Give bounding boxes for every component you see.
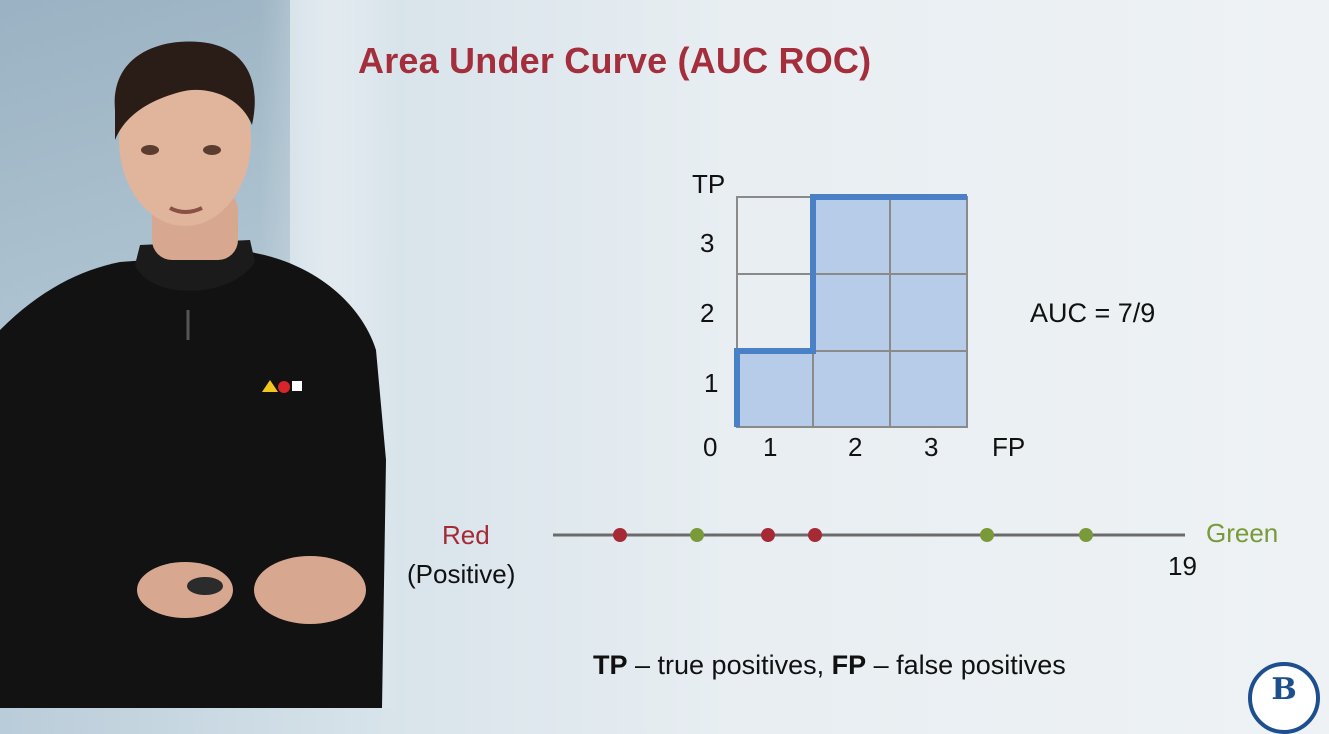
y-tick-2: 2 bbox=[700, 298, 714, 328]
presenter-image bbox=[0, 41, 386, 708]
red-point bbox=[613, 528, 627, 542]
x-tick-1: 1 bbox=[763, 432, 777, 462]
right-value-label: 19 bbox=[1168, 551, 1197, 581]
university-logo: В bbox=[1248, 662, 1320, 734]
x-tick-3: 3 bbox=[924, 432, 938, 462]
y-tick-3: 3 bbox=[700, 228, 714, 258]
x-axis-label: FP bbox=[992, 432, 1025, 462]
roc-curve bbox=[734, 194, 967, 427]
tp-definition: – true positives, bbox=[627, 650, 832, 680]
positive-label: (Positive) bbox=[407, 559, 515, 589]
y-axis-label: TP bbox=[692, 169, 725, 199]
x-tick-2: 2 bbox=[848, 432, 862, 462]
number-line-points bbox=[613, 528, 1093, 542]
green-point bbox=[1079, 528, 1093, 542]
auc-value-label: AUC = 7/9 bbox=[1030, 298, 1156, 328]
tp-abbreviation: TP bbox=[593, 650, 628, 680]
green-point bbox=[690, 528, 704, 542]
green-point bbox=[980, 528, 994, 542]
fp-definition: – false positives bbox=[866, 650, 1066, 680]
legend-text: TP – true positives, FP – false positive… bbox=[593, 650, 1066, 681]
number-line: Red (Positive) Green 19 bbox=[407, 518, 1278, 589]
origin-label: 0 bbox=[703, 432, 717, 462]
slide-title: Area Under Curve (AUC ROC) bbox=[358, 40, 872, 81]
y-tick-1: 1 bbox=[704, 368, 718, 398]
logo-letter: В bbox=[1271, 672, 1297, 707]
red-point bbox=[808, 528, 822, 542]
roc-grid-chart: TP 3 2 1 0 1 2 3 FP bbox=[692, 169, 1025, 462]
red-point bbox=[761, 528, 775, 542]
fp-abbreviation: FP bbox=[831, 650, 867, 680]
red-label: Red bbox=[442, 520, 490, 550]
green-label: Green bbox=[1206, 518, 1278, 548]
